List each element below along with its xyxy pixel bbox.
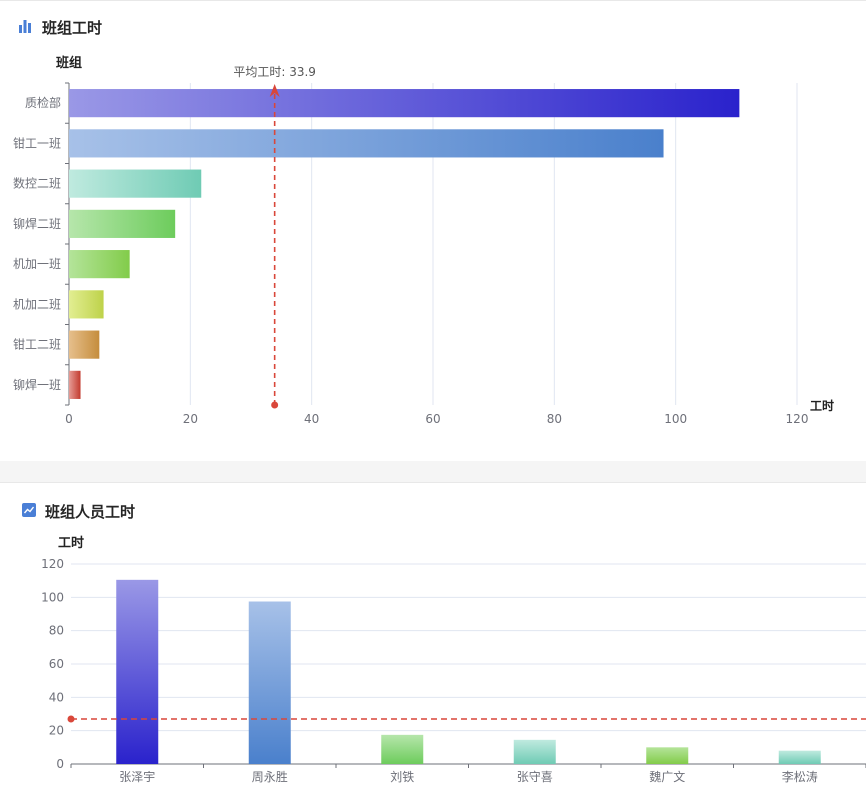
team-hours-panel: 班组工时 0 20 40 60 80 100 120 质检部 钳工一班 数控二班 铆焊二班 机加一班机…	[0, 0, 866, 426]
y-tick-label: 质检部	[25, 95, 61, 110]
team-hours-chart: 0 20 40 60 80 100 120 质检部钳工一班数控二班铆焊二班机加一班机加二班钳工…	[13, 55, 834, 426]
bar	[778, 750, 821, 764]
average-line-label: 平均工时: 33.9	[233, 65, 316, 79]
y-tick-label: 60	[49, 657, 64, 671]
x-axis-label: 工时	[810, 398, 834, 413]
x-tick-label: 张守喜	[517, 770, 553, 784]
bar	[69, 250, 130, 279]
average-line-start	[271, 401, 279, 409]
bar	[116, 579, 159, 764]
y-tick-label: 钳工一班	[13, 136, 61, 150]
x-tick-label: 0	[65, 412, 73, 426]
y-axis-label: 班组	[56, 55, 82, 71]
bar	[69, 330, 100, 359]
bar	[69, 290, 104, 319]
y-tick-label: 钳工二班	[13, 338, 61, 352]
bar	[69, 209, 176, 238]
bar-chart-icon	[18, 19, 32, 33]
x-tick-label: 100	[664, 412, 687, 426]
bar	[69, 169, 202, 198]
x-tick-label: 40	[304, 412, 319, 426]
x-tick-label: 张泽宇	[119, 770, 155, 784]
bar	[69, 129, 664, 158]
line-chart-icon	[22, 503, 36, 517]
panel-title: 班组人员工时	[45, 503, 136, 521]
y-tick-label: 机加二班	[13, 297, 61, 311]
x-tick-label: 刘铁	[390, 770, 414, 784]
x-tick-label: 20	[183, 412, 198, 426]
y-tick-label: 数控二班	[13, 176, 61, 191]
x-tick-label: 魏广文	[649, 769, 685, 784]
team-member-hours-panel: 班组人员工时 0 20 40 60 80 100 120 张泽宇 周永胜 刘铁 张守喜 魏广文 李松涛 工…	[0, 482, 866, 801]
panel-title: 班组工时	[42, 19, 103, 37]
y-tick-label: 机加一班	[13, 257, 61, 271]
team-member-hours-chart: 0 20 40 60 80 100 120 张泽宇 周永胜 刘铁 张守喜 魏广文 李松涛 工时	[41, 535, 866, 784]
y-tick-label: 100	[41, 590, 64, 604]
x-tick-label: 李松涛	[782, 769, 818, 784]
x-tick-label: 120	[786, 412, 809, 426]
bar	[69, 89, 740, 118]
bar	[248, 601, 291, 764]
y-tick-label: 铆焊一班	[13, 377, 61, 392]
x-tick-label: 80	[547, 412, 562, 426]
x-tick-label: 60	[425, 412, 440, 426]
average-line-arrow	[269, 84, 280, 97]
x-tick-label: 周永胜	[252, 769, 288, 784]
y-tick-label: 铆焊二班	[13, 216, 61, 231]
bar	[513, 739, 556, 764]
y-tick-label: 80	[49, 624, 64, 638]
y-tick-label: 0	[56, 757, 64, 771]
y-tick-label: 20	[49, 724, 64, 738]
y-tick-label: 120	[41, 557, 64, 571]
bar	[69, 370, 81, 399]
bar	[381, 734, 424, 764]
y-axis-label: 工时	[58, 535, 84, 551]
average-line-start	[67, 715, 75, 723]
y-tick-label: 40	[49, 690, 64, 704]
bar	[646, 747, 689, 764]
